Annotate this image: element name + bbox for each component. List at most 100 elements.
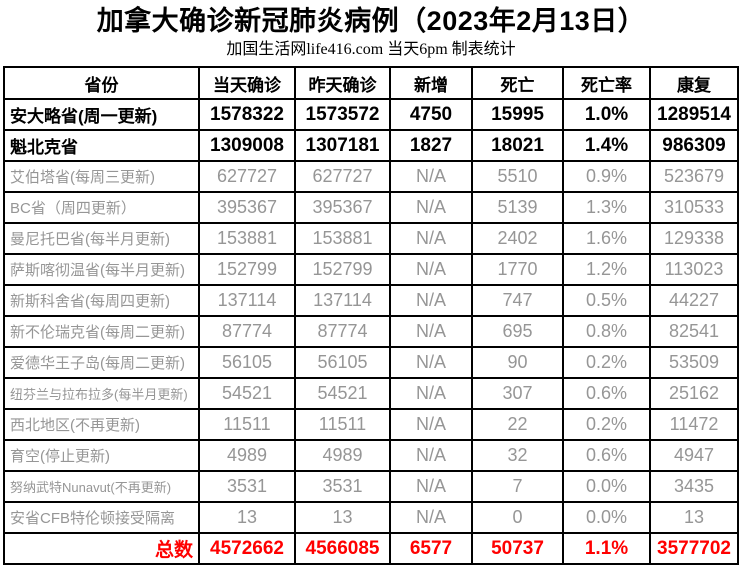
header-row: 省份 当天确诊 昨天确诊 新增 死亡 死亡率 康复 bbox=[3, 66, 739, 100]
stat-cell: 4947 bbox=[649, 439, 739, 472]
stat-cell: 137114 bbox=[198, 284, 296, 317]
stat-cell: N/A bbox=[389, 501, 473, 534]
stat-cell: N/A bbox=[389, 222, 473, 255]
total-cell: 4572662 bbox=[198, 532, 296, 565]
header-today-confirmed: 当天确诊 bbox=[198, 66, 296, 100]
stat-cell: 15995 bbox=[471, 98, 564, 131]
covid-stats-table: 省份 当天确诊 昨天确诊 新增 死亡 死亡率 康复 安大略省(周一更新) 157… bbox=[3, 66, 739, 565]
stat-cell: 1289514 bbox=[649, 98, 739, 131]
stat-cell: 7 bbox=[471, 470, 564, 503]
stat-cell: 310533 bbox=[649, 191, 739, 224]
province-cell: 努纳武特Nunavut(不再更新) bbox=[3, 470, 200, 503]
stat-cell: 3531 bbox=[198, 470, 296, 503]
stat-cell: 1.3% bbox=[562, 191, 651, 224]
stat-cell: 0.2% bbox=[562, 346, 651, 379]
province-cell: 新不伦瑞克省(每周二更新) bbox=[3, 315, 200, 348]
total-cell: 6577 bbox=[389, 532, 473, 565]
province-cell: 西北地区(不再更新) bbox=[3, 408, 200, 441]
stat-cell: 11511 bbox=[198, 408, 296, 441]
stat-cell: N/A bbox=[389, 377, 473, 410]
stat-cell: 13 bbox=[294, 501, 391, 534]
stat-cell: N/A bbox=[389, 408, 473, 441]
province-cell: 纽芬兰与拉布拉多(每半月更新) bbox=[3, 377, 200, 410]
stat-cell: 11511 bbox=[294, 408, 391, 441]
stat-cell: N/A bbox=[389, 253, 473, 286]
header-province: 省份 bbox=[3, 66, 200, 100]
stat-cell: 18021 bbox=[471, 129, 564, 162]
stat-cell: 53509 bbox=[649, 346, 739, 379]
table-row-alberta: 艾伯塔省(每周三更新) 627727 627727 N/A 5510 0.9% … bbox=[3, 160, 739, 193]
stat-cell: 986309 bbox=[649, 129, 739, 162]
total-row: 总数 4572662 4566085 6577 50737 1.1% 35777… bbox=[3, 532, 739, 565]
table-row-newfoundland: 纽芬兰与拉布拉多(每半月更新) 54521 54521 N/A 307 0.6%… bbox=[3, 377, 739, 410]
province-cell: 爱德华王子岛(每周二更新) bbox=[3, 346, 200, 379]
stat-cell: 25162 bbox=[649, 377, 739, 410]
stat-cell: 152799 bbox=[294, 253, 391, 286]
stat-cell: 0.2% bbox=[562, 408, 651, 441]
stat-cell: 87774 bbox=[198, 315, 296, 348]
stat-cell: 5510 bbox=[471, 160, 564, 193]
stat-cell: 1307181 bbox=[294, 129, 391, 162]
stat-cell: N/A bbox=[389, 284, 473, 317]
province-cell: 萨斯喀彻温省(每半月更新) bbox=[3, 253, 200, 286]
stat-cell: 1.6% bbox=[562, 222, 651, 255]
stat-cell: 44227 bbox=[649, 284, 739, 317]
stat-cell: 137114 bbox=[294, 284, 391, 317]
stat-cell: 307 bbox=[471, 377, 564, 410]
stat-cell: 82541 bbox=[649, 315, 739, 348]
stat-cell: 0 bbox=[471, 501, 564, 534]
province-cell: 安省CFB特伦顿接受隔离 bbox=[3, 501, 200, 534]
table-row-new-brunswick: 新不伦瑞克省(每周二更新) 87774 87774 N/A 695 0.8% 8… bbox=[3, 315, 739, 348]
stat-cell: 153881 bbox=[294, 222, 391, 255]
stat-cell: 152799 bbox=[198, 253, 296, 286]
page-title: 加拿大确诊新冠肺炎病例（2023年2月13日） bbox=[96, 6, 646, 36]
stat-cell: 5139 bbox=[471, 191, 564, 224]
stat-cell: 4989 bbox=[294, 439, 391, 472]
stat-cell: N/A bbox=[389, 346, 473, 379]
stat-cell: 4750 bbox=[389, 98, 473, 131]
stat-cell: 523679 bbox=[649, 160, 739, 193]
stat-cell: N/A bbox=[389, 191, 473, 224]
stat-cell: 22 bbox=[471, 408, 564, 441]
stat-cell: 1309008 bbox=[198, 129, 296, 162]
table-row-bc: BC省（周四更新） 395367 395367 N/A 5139 1.3% 31… bbox=[3, 191, 739, 224]
stat-cell: N/A bbox=[389, 315, 473, 348]
total-cell: 1.1% bbox=[562, 532, 651, 565]
total-cell: 50737 bbox=[471, 532, 564, 565]
stat-cell: 0.6% bbox=[562, 439, 651, 472]
province-cell: BC省（周四更新） bbox=[3, 191, 200, 224]
stat-cell: 1.0% bbox=[562, 98, 651, 131]
stat-cell: 32 bbox=[471, 439, 564, 472]
province-cell: 安大略省(周一更新) bbox=[3, 98, 200, 131]
stat-cell: 54521 bbox=[198, 377, 296, 410]
header-yesterday-confirmed: 昨天确诊 bbox=[294, 66, 391, 100]
stat-cell: 11472 bbox=[649, 408, 739, 441]
province-cell: 艾伯塔省(每周三更新) bbox=[3, 160, 200, 193]
stat-cell: 395367 bbox=[198, 191, 296, 224]
stat-cell: 4989 bbox=[198, 439, 296, 472]
total-label: 总数 bbox=[3, 532, 200, 565]
stat-cell: 627727 bbox=[294, 160, 391, 193]
stat-cell: 1.2% bbox=[562, 253, 651, 286]
header-death-rate: 死亡率 bbox=[562, 66, 651, 100]
table-row-ontario: 安大略省(周一更新) 1578322 1573572 4750 15995 1.… bbox=[3, 98, 739, 131]
table-row-manitoba: 曼尼托巴省(每半月更新) 153881 153881 N/A 2402 1.6%… bbox=[3, 222, 739, 255]
stat-cell: 395367 bbox=[294, 191, 391, 224]
stat-cell: 695 bbox=[471, 315, 564, 348]
stat-cell: 627727 bbox=[198, 160, 296, 193]
table-row-quebec: 魁北克省 1309008 1307181 1827 18021 1.4% 986… bbox=[3, 129, 739, 162]
stat-cell: 56105 bbox=[198, 346, 296, 379]
stat-cell: 2402 bbox=[471, 222, 564, 255]
stat-cell: 0.0% bbox=[562, 470, 651, 503]
stat-cell: 0.5% bbox=[562, 284, 651, 317]
header-new-cases: 新增 bbox=[389, 66, 473, 100]
province-cell: 曼尼托巴省(每半月更新) bbox=[3, 222, 200, 255]
table-row-cfb-trenton: 安省CFB特伦顿接受隔离 13 13 N/A 0 0.0% 13 bbox=[3, 501, 739, 534]
table-row-saskatchewan: 萨斯喀彻温省(每半月更新) 152799 152799 N/A 1770 1.2… bbox=[3, 253, 739, 286]
stat-cell: 90 bbox=[471, 346, 564, 379]
stat-cell: 0.6% bbox=[562, 377, 651, 410]
stat-cell: 1770 bbox=[471, 253, 564, 286]
stat-cell: 1573572 bbox=[294, 98, 391, 131]
stat-cell: 1578322 bbox=[198, 98, 296, 131]
